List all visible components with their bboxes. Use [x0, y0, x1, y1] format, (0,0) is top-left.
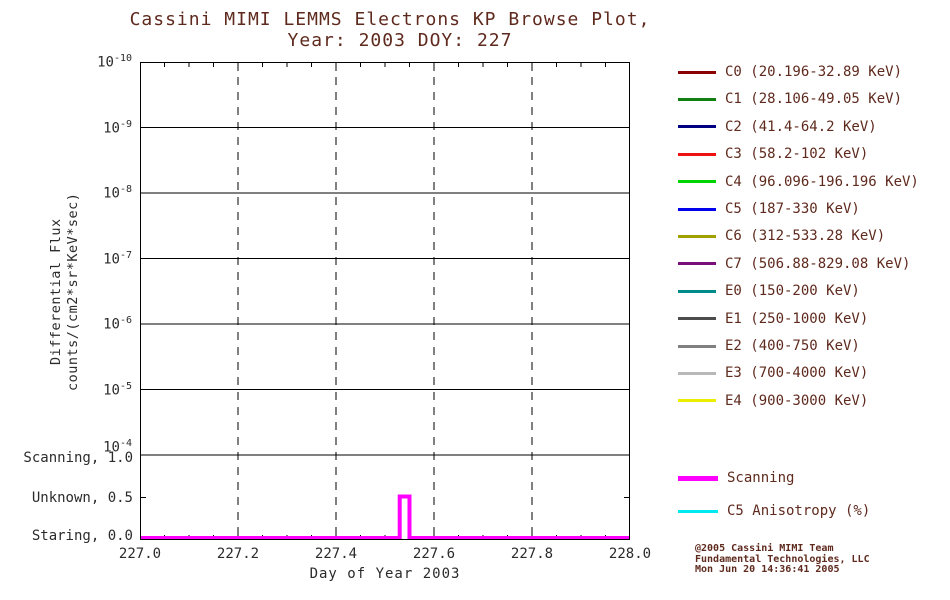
legend-scanning-swatch	[678, 475, 718, 481]
mode-tick-label: Staring, 0.0	[31, 528, 133, 544]
legend-swatch-c5	[678, 207, 716, 211]
legend-item-c5: C5 (187-330 KeV)	[678, 201, 860, 217]
legend-swatch-c1	[678, 97, 716, 101]
legend-label: E2 (400-750 KeV)	[725, 338, 860, 354]
legend-label: C7 (506.88-829.08 KeV)	[725, 255, 911, 272]
y-tick-label: 10-9	[103, 118, 132, 137]
legend-swatch-e4	[678, 399, 716, 403]
legend-item-e3: E3 (700-4000 KeV)	[678, 365, 868, 381]
legend-label: C2 (41.4-64.2 KeV)	[725, 118, 877, 135]
legend-label: C3 (58.2-102 KeV)	[725, 146, 869, 163]
copyright-line-2: Fundamental Technologies, LLC	[695, 553, 870, 565]
plot-title-line-2: Year: 2003 DOY: 227	[287, 30, 513, 51]
legend-item-e0: E0 (150-200 KeV)	[678, 283, 860, 299]
x-tick-label: 227.6	[412, 546, 456, 562]
legend-swatch-c4	[678, 180, 716, 184]
legend-swatch-c0	[678, 70, 716, 74]
legend-item-e2: E2 (400-750 KeV)	[678, 338, 860, 354]
legend-label: C0 (20.196-32.89 KeV)	[725, 64, 903, 80]
legend-swatch-e3	[678, 371, 716, 375]
mode-tick-label: Scanning, 1.0	[23, 450, 133, 466]
legend-swatch-e0	[678, 289, 716, 293]
legend-label: C5 (187-330 KeV)	[725, 201, 860, 217]
plot-title-line-1: Cassini MIMI LEMMS Electrons KP Browse P…	[129, 9, 651, 30]
legend-item-c0: C0 (20.196-32.89 KeV)	[678, 64, 902, 80]
legend-item-c4: C4 (96.096-196.196 KeV)	[678, 174, 919, 190]
legend-label: E4 (900-3000 KeV)	[725, 392, 869, 409]
mode-tick-labels: Scanning, 1.0 Unknown, 0.5 Staring, 0.0	[0, 450, 133, 544]
y-tick-labels: 10-10 10-9 10-8 10-7 10-6 10-5 10-4	[0, 53, 134, 456]
legend-label: E3 (700-4000 KeV)	[725, 365, 869, 382]
legend-swatch-c3	[678, 152, 716, 156]
legend-label: C4 (96.096-196.196 KeV)	[725, 173, 919, 190]
y-tick-label: 10-4	[103, 438, 132, 456]
x-tick-label: 227.4	[314, 546, 358, 562]
legend-scanning-label: Scanning	[727, 470, 795, 486]
legend-swatch-c2	[678, 125, 716, 129]
legend-swatch-c6	[678, 234, 716, 238]
legend-item-c3: C3 (58.2-102 KeV)	[678, 146, 868, 162]
legend-scanning-item: Scanning	[678, 470, 794, 486]
plot-border	[140, 62, 630, 540]
legend-anisotropy-item: C5 Anisotropy (%)	[678, 503, 870, 519]
y-tick-label: 10-8	[103, 184, 132, 202]
y-tick-label: 10-7	[103, 249, 132, 268]
legend-anisotropy-swatch	[678, 509, 718, 513]
legend-swatch-e2	[678, 344, 716, 348]
x-tick-label: 227.8	[510, 546, 554, 562]
legend-item-c7: C7 (506.88-829.08 KeV)	[678, 256, 910, 272]
legend-item-c2: C2 (41.4-64.2 KeV)	[678, 119, 877, 135]
legend-item-c1: C1 (28.106-49.05 KeV)	[678, 91, 902, 107]
x-tick-label: 227.0	[118, 546, 162, 562]
legend-label: E0 (150-200 KeV)	[725, 283, 860, 300]
copyright-line-3: Mon Jun 20 14:36:41 2005	[695, 564, 840, 575]
mode-line-scanning	[140, 494, 630, 540]
legend-swatch-e1	[678, 317, 716, 321]
y-tick-label: 10-5	[103, 380, 132, 399]
y-tick-label: 10-10	[97, 53, 132, 71]
legend-anisotropy-label: C5 Anisotropy (%)	[727, 503, 871, 519]
x-axis-label: Day of Year 2003	[309, 566, 461, 582]
y-tick-label: 10-6	[103, 315, 132, 333]
legend-item-e1: E1 (250-1000 KeV)	[678, 311, 868, 327]
copyright-block: @2005 Cassini MIMI Team Fundamental Tech…	[695, 543, 870, 576]
legend-swatch-c7	[678, 262, 716, 266]
plot-svg	[140, 62, 630, 540]
x-tick-label: 228.0	[608, 546, 652, 562]
legend-label: C6 (312-533.28 KeV)	[725, 228, 886, 245]
x-tick-labels: 227.0 227.2 227.4 227.6 227.8 228.0	[119, 546, 651, 564]
legend-label: E1 (250-1000 KeV)	[725, 310, 869, 327]
plot-area	[140, 62, 630, 540]
x-tick-label: 227.2	[216, 546, 260, 562]
mode-tick-label: Unknown, 0.5	[31, 489, 133, 506]
legend-channels: C0 (20.196-32.89 KeV) C1 (28.106-49.05 Ke…	[678, 64, 950, 410]
legend-item-c6: C6 (312-533.28 KeV)	[678, 228, 885, 244]
copyright-line-1: @2005 Cassini MIMI Team	[695, 543, 834, 554]
legend-label: C1 (28.106-49.05 KeV)	[725, 91, 903, 108]
legend-item-e4: E4 (900-3000 KeV)	[678, 393, 868, 409]
